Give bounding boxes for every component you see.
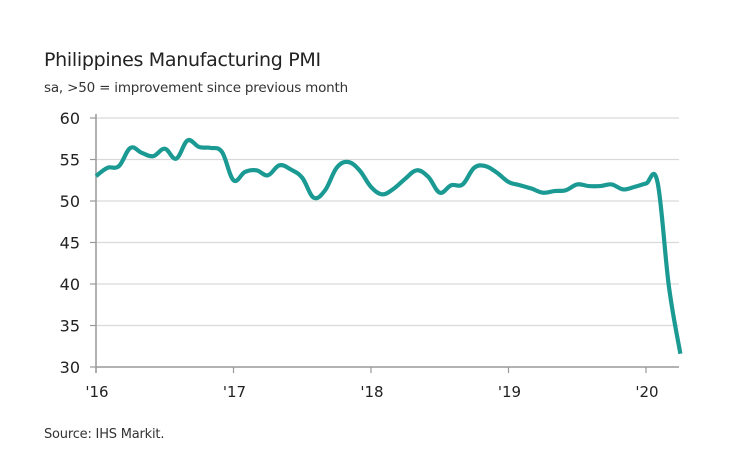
chart-title: Philippines Manufacturing PMI	[44, 49, 321, 71]
y-tick-label-45: 45	[60, 234, 80, 253]
x-tick-label-1: '17	[223, 383, 246, 401]
y-tick-label-55: 55	[60, 151, 80, 170]
y-tick-label-35: 35	[60, 317, 80, 336]
y-tick-label-60: 60	[60, 109, 80, 128]
chart-subtitle: sa, >50 = improvement since previous mon…	[44, 80, 348, 96]
series-line-pmi	[94, 137, 683, 355]
x-tick-label-2: '18	[360, 383, 383, 401]
chart-source: Source: IHS Markit.	[44, 427, 165, 442]
y-tick-label-30: 30	[60, 358, 80, 377]
x-tick-label-4: '20	[635, 383, 658, 401]
y-axis-ticks: 30 35 40 45 50 55 60	[60, 109, 96, 377]
x-axis: '16 '17 '18 '19 '20	[85, 114, 679, 401]
x-tick-label-3: '19	[498, 383, 521, 401]
y-tick-label-50: 50	[60, 192, 80, 211]
gridlines	[96, 117, 679, 327]
y-tick-label-40: 40	[60, 275, 80, 294]
series-group	[94, 137, 683, 355]
x-tick-label-0: '16	[85, 383, 108, 401]
